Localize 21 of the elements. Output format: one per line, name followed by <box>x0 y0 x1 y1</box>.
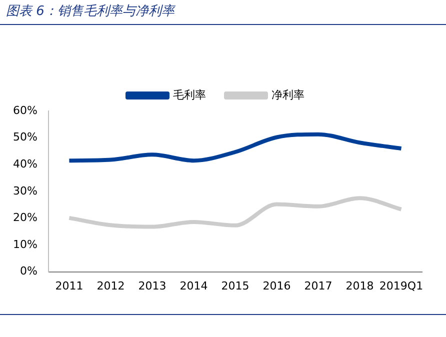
line-series <box>67 132 404 163</box>
legend-label: 毛利率 <box>173 88 206 102</box>
x-tick-label: 2011 <box>55 279 84 292</box>
x-tick-label: 2012 <box>96 279 125 292</box>
x-tick-label: 2019Q1 <box>379 279 424 292</box>
x-tick-label: 2015 <box>221 279 250 292</box>
line-series <box>67 196 404 229</box>
x-tick-label: 2017 <box>304 279 332 292</box>
x-tick-label: 2013 <box>138 279 166 292</box>
y-tick-label: 30% <box>12 184 38 198</box>
y-tick-label: 50% <box>12 130 38 144</box>
x-tick-label: 2018 <box>346 279 374 292</box>
y-tick-label: 20% <box>12 211 38 224</box>
chart-title: 图表 6：销售毛利率与净利率 <box>6 3 174 20</box>
y-tick-label: 0% <box>20 264 38 278</box>
x-tick-label: 2016 <box>262 279 291 292</box>
y-tick-label: 10% <box>12 238 38 251</box>
x-tick-label: 2014 <box>180 279 208 292</box>
y-tick-label: 60% <box>12 104 38 117</box>
legend-label: 净利率 <box>272 88 304 102</box>
y-tick-label: 40% <box>12 157 38 170</box>
